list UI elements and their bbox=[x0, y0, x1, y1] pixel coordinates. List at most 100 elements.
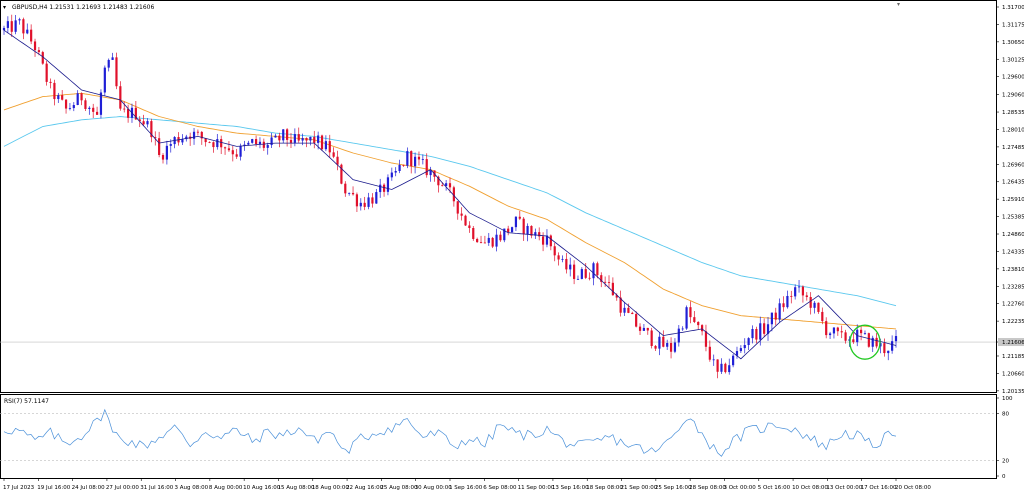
bear-candle bbox=[64, 99, 68, 114]
candle-body bbox=[770, 312, 773, 325]
bull-candle bbox=[677, 325, 680, 347]
bull-candle bbox=[72, 102, 75, 112]
bear-candle bbox=[836, 326, 839, 336]
candle-body bbox=[363, 202, 366, 207]
bear-candle bbox=[410, 150, 413, 174]
candle-body bbox=[673, 342, 677, 352]
candle-body bbox=[545, 235, 549, 245]
candle-body bbox=[402, 164, 405, 166]
candle-body bbox=[6, 21, 9, 28]
candle-body bbox=[45, 63, 48, 82]
candle-body bbox=[181, 139, 184, 143]
price-pane[interactable] bbox=[0, 0, 997, 393]
candle-body bbox=[227, 148, 231, 151]
time-tick-label: 6 Sep 08:00 bbox=[483, 485, 517, 491]
bear-candle bbox=[693, 311, 696, 324]
bull-candle bbox=[673, 338, 677, 354]
bull-candle bbox=[658, 332, 661, 356]
candle-body bbox=[320, 135, 324, 150]
candle-body bbox=[64, 99, 68, 109]
candle-body bbox=[782, 303, 785, 308]
ma-fast-line bbox=[3, 29, 897, 360]
bull-candle bbox=[495, 228, 498, 252]
candle-body bbox=[313, 136, 316, 143]
candle-body bbox=[348, 192, 351, 194]
candle-body bbox=[526, 225, 529, 235]
rsi-pane[interactable] bbox=[0, 394, 997, 479]
candle-body bbox=[351, 192, 355, 195]
bull-candle bbox=[576, 275, 580, 280]
candle-body bbox=[588, 277, 591, 279]
candle-body bbox=[452, 187, 455, 202]
time-tick-label: 10 Aug 16:00 bbox=[243, 485, 281, 491]
rsi-tick-label: 80 bbox=[1002, 412, 1009, 418]
symbol-triangle-icon[interactable]: ▾ bbox=[3, 4, 6, 11]
candle-body bbox=[84, 100, 87, 109]
time-tick-label: 15 Aug 08:00 bbox=[277, 485, 315, 491]
candle-body bbox=[584, 269, 587, 278]
candle-body bbox=[421, 159, 424, 160]
candle-body bbox=[635, 314, 638, 327]
bear-candle bbox=[332, 147, 335, 159]
candle-body bbox=[576, 278, 580, 280]
candle-body bbox=[204, 138, 207, 143]
candle-body bbox=[534, 232, 537, 236]
bull-candle bbox=[569, 257, 572, 277]
bear-candle bbox=[662, 330, 665, 348]
candle-body bbox=[220, 139, 223, 148]
candle-body bbox=[553, 246, 556, 256]
candle-body bbox=[697, 321, 700, 326]
candle-body bbox=[379, 184, 382, 193]
candle-body bbox=[445, 183, 448, 187]
candle-body bbox=[18, 19, 21, 21]
candle-body bbox=[344, 183, 347, 194]
bear-candle bbox=[650, 327, 653, 349]
candle-body bbox=[254, 139, 258, 144]
candle-body bbox=[30, 29, 33, 42]
bear-candle bbox=[549, 234, 552, 251]
price-tick-label: 1.21185 bbox=[1002, 354, 1024, 360]
bull-candle bbox=[514, 216, 518, 231]
candle-body bbox=[592, 263, 595, 279]
candle-body bbox=[231, 150, 234, 155]
time-tick-label: 8 Aug 00:00 bbox=[209, 485, 243, 491]
bull-candle bbox=[743, 338, 746, 354]
bear-candle bbox=[22, 17, 25, 40]
bear-candle bbox=[491, 236, 494, 249]
bull-candle bbox=[165, 140, 168, 165]
bear-candle bbox=[212, 141, 215, 153]
bear-candle bbox=[817, 302, 820, 314]
candle-body bbox=[801, 286, 805, 296]
bear-candle bbox=[227, 141, 231, 152]
time-tick-label: 3 Aug 08:00 bbox=[175, 485, 209, 491]
bear-candle bbox=[460, 207, 463, 221]
bear-candle bbox=[716, 359, 719, 379]
symbol-info: GBPUSD,H4 1.21531 1.21693 1.21483 1.2160… bbox=[12, 4, 154, 11]
candle-body bbox=[487, 237, 490, 243]
time-tick-label: 3 Oct 00:00 bbox=[723, 485, 756, 491]
candle-body bbox=[169, 144, 172, 146]
candle-body bbox=[270, 137, 273, 146]
candle-body bbox=[828, 333, 832, 336]
candle-body bbox=[817, 302, 820, 312]
candle-body bbox=[728, 365, 731, 373]
candle-body bbox=[883, 343, 886, 354]
candle-body bbox=[185, 136, 188, 140]
bull-candle bbox=[413, 152, 417, 174]
bull-candle bbox=[894, 329, 898, 348]
candle-body bbox=[441, 185, 444, 187]
bear-candle bbox=[127, 104, 130, 123]
bull-candle bbox=[282, 129, 285, 144]
rsi-tick-label: 20 bbox=[1002, 458, 1009, 464]
candle-body bbox=[615, 295, 618, 298]
bull-candle bbox=[685, 305, 688, 330]
candle-body bbox=[832, 327, 836, 334]
bull-candle bbox=[735, 346, 739, 359]
bear-candle bbox=[196, 129, 200, 136]
bear-candle bbox=[801, 285, 805, 303]
bear-candle bbox=[344, 181, 347, 197]
bull-candle bbox=[266, 142, 269, 155]
candle-body bbox=[619, 297, 622, 313]
candle-body bbox=[724, 363, 727, 373]
